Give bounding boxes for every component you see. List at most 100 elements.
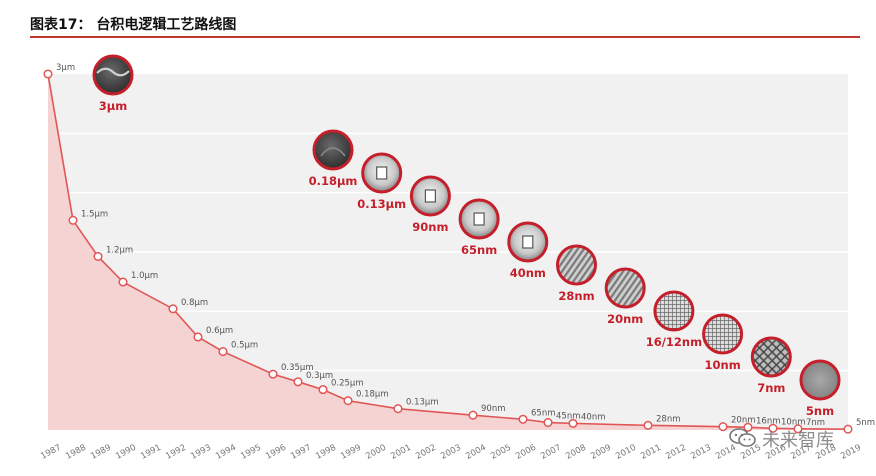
- figure-title: 图表17： 台积电逻辑工艺路线图: [30, 17, 237, 33]
- x-tick-label: 1997: [289, 443, 313, 462]
- x-tick-label: 2008: [564, 443, 588, 462]
- x-tick-label: 1991: [139, 443, 163, 462]
- data-point: [843, 424, 853, 434]
- bubble-label: 0.13μm: [357, 197, 406, 211]
- bubble-image: [750, 336, 792, 378]
- bubble-image: [799, 359, 841, 401]
- process-bubble: 10nm: [702, 313, 744, 372]
- bubble-detail: [424, 189, 436, 203]
- x-tick-label: 2012: [664, 443, 688, 462]
- data-label: 40nm: [581, 412, 605, 422]
- x-tick-label: 2006: [514, 443, 538, 462]
- process-bubble: 20nm: [604, 267, 646, 326]
- data-point: [168, 304, 178, 314]
- data-point: [343, 396, 353, 406]
- bubble-label: 10nm: [705, 358, 741, 372]
- process-bubble: 16/12nm: [646, 290, 702, 349]
- data-label: 0.13μm: [406, 398, 439, 408]
- data-point: [643, 420, 653, 430]
- data-label: 16nm: [756, 416, 780, 426]
- x-tick-label: 2010: [614, 443, 638, 462]
- data-point: [118, 277, 128, 287]
- data-label: 0.18μm: [356, 390, 389, 400]
- data-label: 10nm: [781, 417, 805, 427]
- x-tick-label: 2013: [689, 443, 713, 462]
- bubble-label: 16/12nm: [646, 335, 702, 349]
- x-tick-label: 1994: [214, 443, 238, 462]
- data-label: 20nm: [731, 416, 755, 426]
- process-bubble: 40nm: [507, 221, 549, 280]
- bubble-image: [92, 54, 134, 96]
- x-tick-label: 2000: [364, 443, 388, 462]
- bubble-image: [653, 290, 695, 332]
- bubble-label: 90nm: [412, 220, 448, 234]
- bubble-label: 0.18μm: [309, 174, 358, 188]
- bubble-detail: [473, 212, 485, 226]
- x-tick-label: 1992: [164, 443, 188, 462]
- process-bubble: 5nm: [799, 359, 841, 418]
- bubble-detail: [320, 147, 346, 157]
- data-point: [43, 69, 53, 79]
- x-tick-label: 2011: [639, 443, 663, 462]
- x-tick-label: 1999: [339, 443, 363, 462]
- process-bubble: 28nm: [556, 244, 597, 303]
- data-label: 65nm: [531, 408, 555, 418]
- x-tick-label: 1989: [89, 443, 113, 462]
- x-tick-label: 1996: [264, 443, 288, 462]
- data-point: [68, 215, 78, 225]
- bubble-label: 65nm: [461, 243, 497, 257]
- data-label: 90nm: [481, 404, 505, 414]
- data-label: 28nm: [656, 414, 680, 424]
- data-label: 45nm: [556, 412, 580, 422]
- bubble-detail: [522, 235, 534, 249]
- data-label: 0.6μm: [206, 326, 233, 336]
- data-label: 0.35μm: [281, 363, 314, 373]
- bubble-label: 7nm: [757, 381, 785, 395]
- x-tick-label: 1993: [189, 443, 213, 462]
- process-bubble: 90nm: [409, 175, 451, 234]
- bubble-image: [604, 267, 646, 309]
- x-tick-label: 1995: [239, 443, 263, 462]
- x-tick-label: 2005: [489, 443, 513, 462]
- process-bubble: 0.18μm: [309, 129, 358, 188]
- x-tick-label: 2004: [464, 443, 488, 462]
- x-tick-label: 2003: [439, 443, 463, 462]
- data-point: [718, 422, 728, 432]
- data-point: [268, 369, 278, 379]
- data-label: 0.8μm: [181, 298, 208, 308]
- data-label: 3μm: [56, 63, 75, 73]
- process-bubble: 0.13μm: [357, 152, 406, 211]
- series-area: [48, 74, 848, 430]
- data-label: 0.25μm: [331, 379, 364, 389]
- x-tick-label: 1998: [314, 443, 338, 462]
- bubble-image: [312, 129, 354, 171]
- data-label: 0.5μm: [231, 341, 258, 351]
- bubble-label: 28nm: [558, 289, 594, 303]
- data-point: [393, 404, 403, 414]
- x-tick-label: 1987: [39, 443, 63, 462]
- data-point: [518, 414, 528, 424]
- x-tick-label: 2007: [539, 443, 563, 462]
- data-label: 1.2μm: [106, 245, 133, 255]
- wechat-icon: [729, 428, 756, 447]
- data-point: [468, 410, 478, 420]
- data-point: [218, 347, 228, 357]
- data-point: [743, 422, 753, 432]
- data-point: [793, 424, 803, 434]
- figure-header: 图表17： 台积电逻辑工艺路线图: [30, 12, 860, 38]
- data-point: [293, 377, 303, 387]
- x-tick-label: 2001: [389, 443, 413, 462]
- bubble-detail: [376, 166, 388, 180]
- data-label: 1.0μm: [131, 271, 158, 281]
- data-point: [93, 251, 103, 261]
- series-line: [47, 73, 849, 430]
- process-bubble: 65nm: [458, 198, 500, 257]
- x-tick-label: 1988: [64, 443, 88, 462]
- data-label: 5nm: [856, 418, 875, 428]
- process-bubble: 7nm: [750, 336, 792, 395]
- data-point: [768, 423, 778, 433]
- data-point: [568, 418, 578, 428]
- bubble-detail: [96, 67, 130, 77]
- x-tick-label: 2009: [589, 443, 613, 462]
